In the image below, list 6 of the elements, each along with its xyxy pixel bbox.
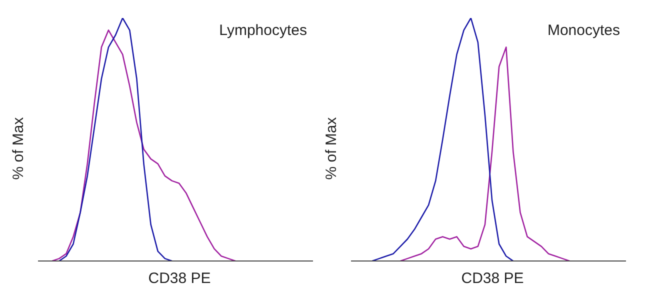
x-axis-title: CD38 PE: [147, 270, 212, 287]
x-axis-title: CD38 PE: [460, 270, 525, 287]
y-axis-title: % of Max: [322, 116, 340, 180]
y-axis-title: % of Max: [10, 116, 26, 180]
annotation: Monocytes: [547, 22, 620, 39]
annotation: Lymphocytes: [219, 22, 307, 39]
